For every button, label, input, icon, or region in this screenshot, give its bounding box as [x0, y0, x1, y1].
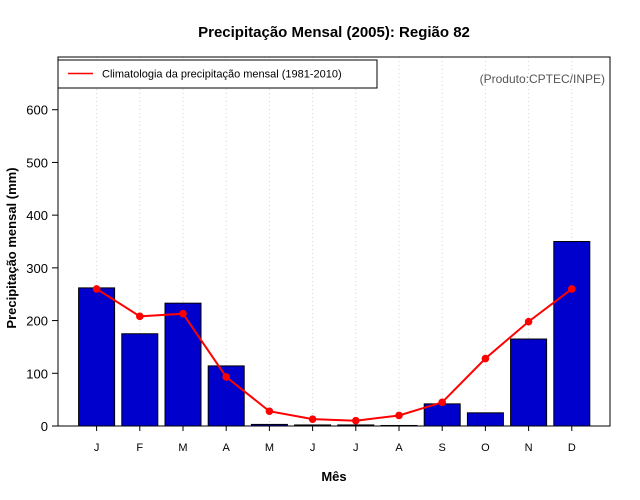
- x-tick-label: S: [439, 442, 446, 454]
- data-point: [92, 285, 101, 293]
- bar: [164, 302, 202, 427]
- x-tick-label: O: [481, 442, 490, 454]
- bar: [510, 338, 548, 427]
- y-tick-label: 0: [41, 419, 48, 434]
- x-tick-label: F: [136, 442, 143, 454]
- y-tick-label: 100: [26, 366, 48, 381]
- x-tick-label: J: [353, 442, 359, 454]
- y-axis-label: Precipitação mensal (mm): [4, 167, 19, 328]
- x-tick-label: J: [94, 442, 100, 454]
- x-tick-label: N: [525, 442, 533, 454]
- bar: [466, 412, 504, 427]
- y-tick-label: 200: [26, 314, 48, 329]
- bar: [423, 403, 461, 427]
- data-point: [308, 415, 317, 423]
- legend-label: Climatologia da precipitação mensal (198…: [102, 69, 342, 81]
- y-tick-label: 300: [26, 261, 48, 276]
- x-tick-label: A: [395, 442, 403, 454]
- x-tick-label: A: [223, 442, 231, 454]
- data-point: [481, 354, 490, 363]
- bar: [121, 333, 159, 427]
- bar: [78, 287, 116, 427]
- data-point: [352, 416, 360, 425]
- data-point: [136, 312, 144, 321]
- x-tick-label: D: [568, 442, 576, 454]
- x-axis-label: Mês: [321, 469, 346, 484]
- data-point: [438, 398, 447, 407]
- data-point: [222, 373, 230, 381]
- data-point: [395, 411, 403, 420]
- series-line: [96, 288, 573, 422]
- y-tick-label: 500: [26, 155, 48, 170]
- y-tick-label: 400: [26, 208, 48, 223]
- bar: [553, 241, 591, 427]
- x-tick-label: M: [178, 442, 187, 454]
- climatology-line: [92, 285, 576, 425]
- y-axis: 0 100 200 300 400 500 600: [26, 103, 58, 434]
- y-tick-label: 600: [26, 103, 48, 118]
- legend-box: [57, 59, 378, 89]
- x-tick-label: M: [265, 442, 274, 454]
- credit-text: (Produto:CPTEC/INPE): [480, 72, 605, 86]
- x-tick-label: J: [310, 442, 316, 454]
- legend: Climatologia da precipitação mensal (198…: [57, 59, 378, 89]
- data-point: [568, 285, 576, 293]
- data-point: [179, 309, 187, 318]
- chart-title: Precipitação Mensal (2005): Região 82: [198, 24, 470, 41]
- plot-frame: [57, 56, 611, 427]
- data-point: [524, 317, 533, 326]
- data-point: [265, 407, 274, 416]
